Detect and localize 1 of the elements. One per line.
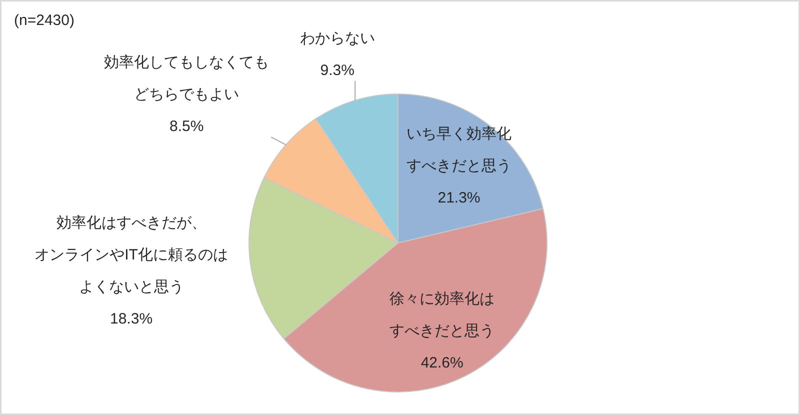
annotation: (n=2430) [14,12,74,29]
